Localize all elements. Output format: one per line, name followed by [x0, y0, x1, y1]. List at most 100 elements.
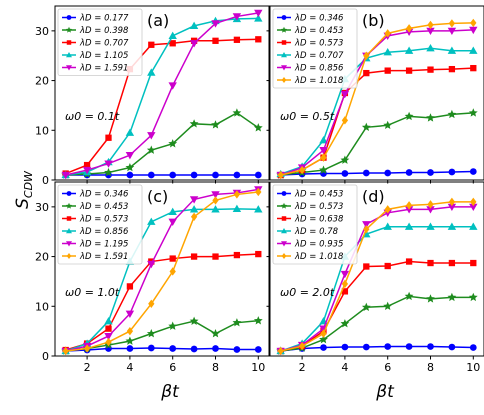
data-point [447, 27, 457, 36]
series-line [280, 260, 474, 352]
data-point [233, 36, 241, 43]
data-point [448, 65, 456, 73]
legend-box [272, 8, 358, 89]
legend-entry: λD = 0.453 [277, 26, 343, 36]
y-tick-label: 0 [42, 350, 49, 363]
data-point [105, 325, 112, 332]
data-point [448, 343, 456, 351]
data-point [447, 292, 457, 302]
legend-label: λD = 0.573 [294, 39, 343, 49]
legend-marker [281, 228, 287, 234]
data-point [383, 222, 392, 230]
data-point [147, 132, 156, 140]
data-point [469, 46, 478, 54]
legend: λD = 0.453 λD = 0.573 λD = 0.638 λD = 0.78 λ… [272, 184, 358, 265]
data-point [189, 40, 199, 48]
data-point [254, 346, 262, 353]
data-point [319, 165, 328, 174]
data-point [470, 18, 477, 28]
data-point [427, 200, 434, 209]
y-tick-label: 30 [35, 201, 49, 214]
series-line [280, 47, 474, 175]
legend-marker [281, 52, 287, 58]
legend-entry: λD = 0.638 [277, 215, 344, 225]
data-point [468, 292, 478, 302]
data-point [148, 299, 155, 308]
legend: λD = 0.346 λD = 0.453 λD = 0.573 λD = 0.707… [272, 8, 358, 89]
data-point [405, 258, 413, 265]
legend-entry: λD = 0.856 [62, 227, 129, 237]
legend-label: λD = 0.453 [294, 190, 343, 200]
data-point [405, 343, 413, 350]
legend-label: λD = 1.591 [79, 252, 128, 262]
legend-label: λD = 0.935 [294, 240, 343, 250]
legend-entry: λD = 0.707 [62, 39, 129, 49]
legend-marker [66, 228, 72, 234]
series-0 [62, 171, 262, 179]
data-point [126, 283, 134, 290]
data-point [384, 205, 391, 214]
data-point [168, 139, 178, 148]
legend-label: λD = 0.398 [79, 26, 129, 36]
data-point [404, 111, 414, 121]
series-line [65, 191, 259, 352]
legend-label: λD = 0.78 [294, 227, 339, 237]
legend-entry: λD = 0.707 [277, 51, 344, 61]
data-point [469, 203, 478, 212]
data-point [320, 153, 327, 162]
legend-label: λD = 0.856 [294, 64, 344, 74]
data-point [319, 147, 328, 155]
series-4 [61, 9, 263, 180]
data-point [189, 119, 199, 128]
data-point [255, 36, 262, 43]
legend-box [57, 184, 143, 265]
legend-marker [281, 40, 287, 45]
legend-label: λD = 0.707 [294, 51, 344, 61]
data-point [405, 24, 413, 33]
data-point [404, 222, 414, 230]
legend-label: λD = 0.453 [79, 202, 128, 212]
legend-marker [281, 191, 287, 196]
data-point [384, 169, 392, 177]
data-point [212, 253, 219, 260]
data-point [211, 20, 220, 28]
omega-annotation: ω0 = 1.0t [65, 286, 120, 299]
data-point [319, 136, 328, 144]
data-point [468, 108, 478, 117]
data-point [212, 37, 219, 44]
data-point [125, 310, 135, 318]
legend-entry: λD = 0.78 [277, 227, 339, 237]
legend-label: λD = 0.346 [79, 190, 129, 200]
panel-label: (d) [362, 187, 385, 206]
data-point [83, 161, 91, 169]
data-point [190, 212, 198, 221]
data-point [104, 332, 113, 341]
series-5 [277, 18, 477, 180]
data-point [383, 301, 393, 311]
data-point [470, 259, 477, 267]
legend-marker [281, 65, 287, 71]
data-point [232, 108, 242, 117]
x-axis-title-left: βt [160, 382, 180, 402]
x-tick-label: 10 [251, 361, 265, 374]
data-point [253, 316, 263, 325]
legend-entry: λD = 0.177 [62, 14, 129, 24]
legend-box [57, 8, 143, 76]
legend-label: λD = 0.346 [294, 14, 344, 24]
y-tick-label: 20 [35, 251, 49, 264]
series-line [65, 347, 259, 352]
series-line [65, 12, 259, 176]
data-point [212, 171, 219, 179]
legend-entry: λD = 0.856 [277, 64, 344, 74]
series-0 [277, 168, 477, 179]
data-point [447, 109, 457, 119]
data-point [470, 197, 477, 207]
series-line [65, 319, 259, 352]
x-tick-label: 4 [341, 361, 348, 374]
data-point [211, 205, 220, 213]
data-point [426, 113, 435, 122]
data-point [125, 162, 135, 172]
legend-marker [66, 253, 72, 259]
data-point [362, 221, 371, 229]
data-point [469, 26, 478, 35]
